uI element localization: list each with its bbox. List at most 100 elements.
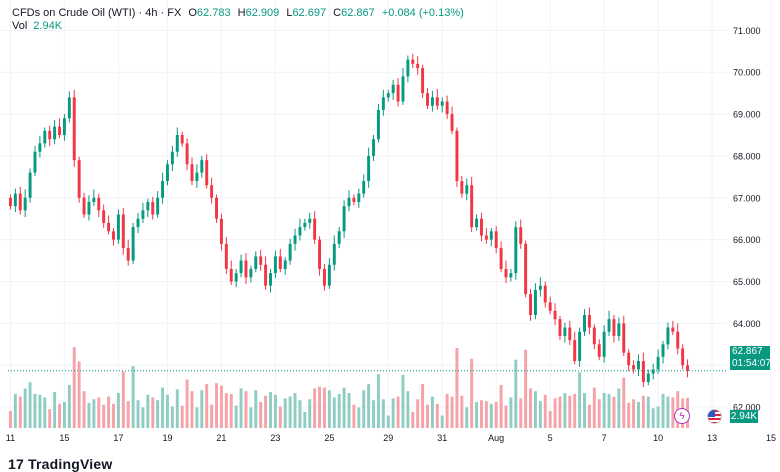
volume-bar: [583, 393, 586, 428]
candle-body: [406, 59, 410, 77]
candle-body: [396, 84, 400, 102]
volume-bar: [244, 391, 248, 428]
candle-body: [8, 197, 12, 207]
volume-bar: [156, 400, 160, 428]
candle-body: [411, 59, 415, 64]
tradingview-brand[interactable]: 17 TradingView: [8, 456, 112, 472]
volume-bar: [533, 391, 537, 428]
volume-bar: [435, 403, 439, 428]
time-tick-label: 23: [270, 433, 280, 443]
candle-body: [322, 268, 326, 286]
candle-body: [121, 214, 125, 249]
time-axis[interactable]: 111517192123252931Aug5710131519: [6, 433, 780, 443]
candle-body: [239, 260, 243, 274]
volume-bars: [8, 347, 690, 428]
volume-bar: [568, 395, 572, 428]
volume-bar: [38, 394, 42, 428]
price-tick-label: 70.000: [733, 68, 761, 78]
volume-bar: [205, 384, 209, 428]
symbol-title[interactable]: CFDs on Crude Oil (WTI) · 4h · FX: [12, 7, 182, 19]
candle-body: [303, 222, 307, 228]
volume-bar: [58, 403, 61, 428]
close-label: C: [333, 7, 342, 19]
volume-bar: [381, 399, 385, 428]
volume-bar: [362, 390, 366, 428]
candle-body: [450, 114, 454, 131]
candle-body: [234, 273, 238, 282]
volume-bar: [87, 402, 91, 428]
volume-bar: [72, 347, 76, 428]
candle-body: [548, 302, 552, 311]
candle-body: [440, 101, 444, 106]
volume-bar: [573, 393, 577, 428]
candle-body: [87, 201, 91, 215]
volume-bar: [116, 393, 120, 428]
candle-body: [116, 214, 120, 240]
current-price-tag: 62.867 01:54:07: [730, 346, 771, 370]
volume-bar: [416, 399, 420, 428]
candle-body: [77, 160, 81, 198]
volume-bar: [558, 396, 562, 428]
candle-body: [102, 210, 106, 223]
low-value: 62.697: [292, 7, 327, 19]
price-tick-label: 64.000: [733, 319, 761, 329]
candle-body: [494, 231, 498, 249]
time-tick-label: 19: [162, 433, 172, 443]
candle-body: [641, 361, 645, 382]
candle-body: [622, 323, 626, 353]
candle-body: [538, 285, 542, 290]
candle-body: [175, 135, 179, 152]
volume-bar: [249, 407, 253, 428]
volume-bar: [646, 396, 650, 428]
price-tick-label: 66.000: [733, 235, 761, 245]
us-flag-icon[interactable]: [707, 409, 722, 424]
volume-bar: [489, 403, 493, 428]
volume-bar: [131, 366, 135, 428]
candle-body: [401, 76, 405, 102]
volume-bar: [372, 400, 376, 428]
price-tick-label: 62.000: [733, 403, 761, 413]
volume-bar: [92, 399, 96, 428]
time-tick-label: 21: [216, 433, 226, 443]
candle-body: [244, 260, 248, 278]
volume-bar: [470, 358, 474, 428]
volume-bar: [376, 374, 380, 428]
candle-body: [92, 197, 96, 202]
volume-bar: [112, 403, 115, 428]
volume-bar: [229, 393, 233, 428]
candle-body: [249, 268, 253, 278]
candle-body: [156, 197, 160, 215]
volume-bar: [450, 396, 454, 428]
candle-body: [367, 155, 371, 182]
candle-body: [445, 101, 449, 115]
time-tick-label: 25: [324, 433, 334, 443]
candle-body: [666, 327, 670, 345]
time-tick-label: 31: [437, 433, 447, 443]
volume-bar: [607, 393, 611, 428]
candle-body: [141, 210, 145, 219]
close-value: 62.867: [341, 7, 375, 19]
candle-body: [519, 227, 523, 244]
candle-body: [489, 231, 493, 240]
candle-body: [627, 352, 631, 366]
candle-body: [386, 93, 390, 98]
volume-bar: [612, 396, 616, 428]
candle-body: [28, 172, 32, 198]
volume-bar: [180, 405, 184, 428]
volume-bar: [273, 394, 277, 428]
volume-bar: [141, 407, 145, 428]
candle-body: [200, 160, 204, 173]
volume-bar: [151, 397, 155, 428]
price-tick-label: 65.000: [733, 277, 761, 287]
lightning-icon[interactable]: ϟ: [674, 408, 690, 424]
candle-body: [514, 227, 518, 274]
volume-bar: [661, 393, 665, 428]
candle-body: [686, 365, 690, 371]
volume-bar: [494, 402, 498, 428]
volume-bar: [121, 371, 125, 428]
candle-body: [131, 227, 135, 261]
candle-body: [362, 181, 366, 194]
volume-bar: [219, 385, 223, 428]
ohlc-legend: CFDs on Crude Oil (WTI) · 4h · FX O62.78…: [12, 6, 464, 20]
